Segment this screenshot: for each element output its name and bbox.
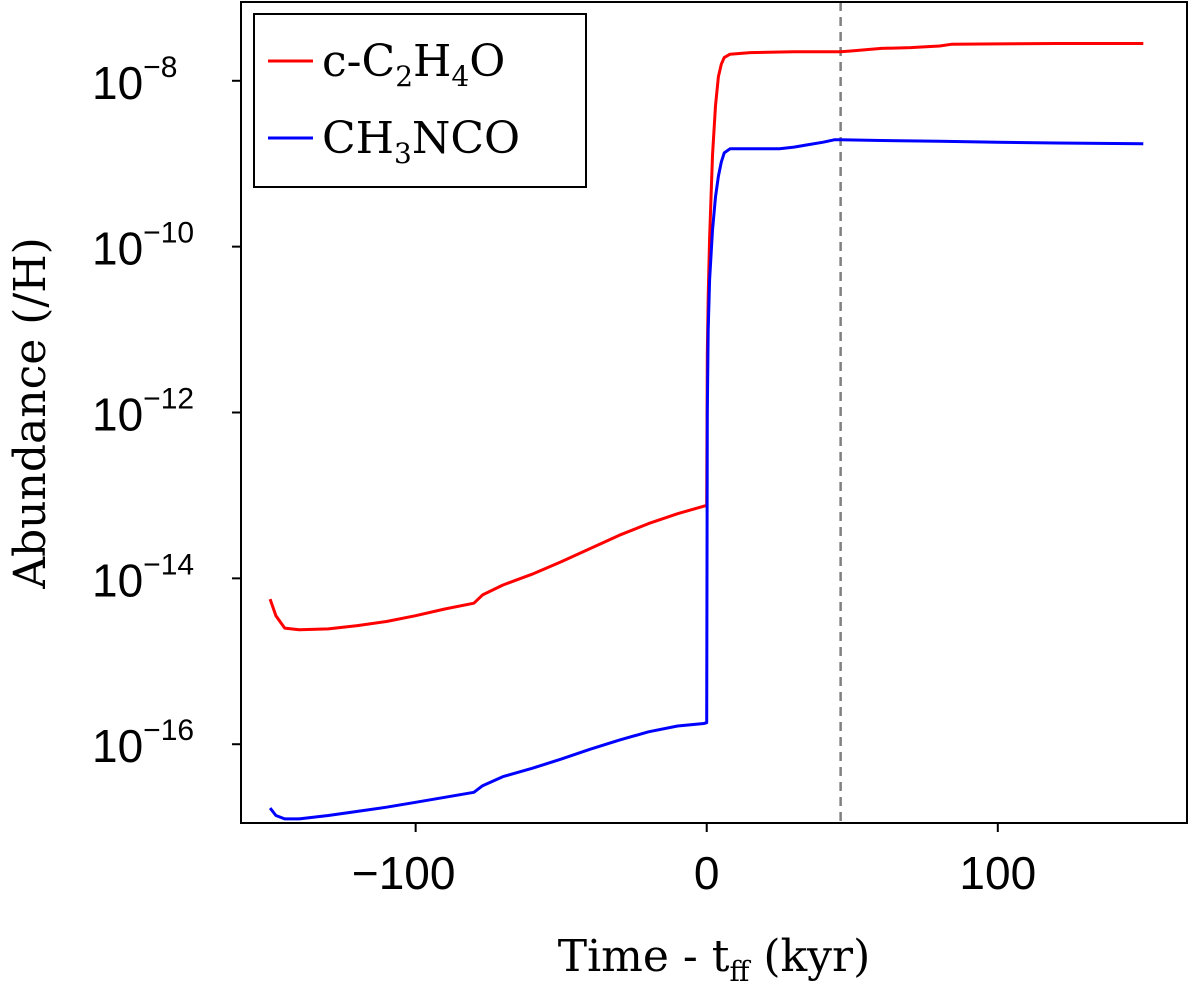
x-tick-label: 0 <box>694 847 720 899</box>
legend: c-C2H4O CH3NCO <box>253 13 587 188</box>
plot-lines <box>268 2 1144 823</box>
x-tick-label: 100 <box>959 847 1036 899</box>
plot-frame <box>240 1 1188 824</box>
y-tick-label: 10−10 <box>92 217 194 275</box>
x-axis: −100 0 100 <box>352 823 1036 899</box>
legend-label-ch3nco: CH3NCO <box>322 113 520 170</box>
y-tick-label: 10−8 <box>92 51 177 109</box>
legend-box <box>253 13 587 188</box>
x-tick-label: −100 <box>352 847 456 899</box>
legend-label-c-c2h4o: c-C2H4O <box>322 36 505 93</box>
y-tick-label: 10−16 <box>92 714 194 772</box>
x-axis-label: Time - tff (kyr) <box>558 931 870 988</box>
y-axis: 10−8 10−10 10−12 10−14 10−16 <box>92 51 241 772</box>
series-line-ch3nco <box>268 138 1144 821</box>
y-tick-label: 10−12 <box>92 383 194 441</box>
y-tick-label: 10−14 <box>92 548 194 606</box>
y-axis-label: Abundance (/H) <box>5 237 56 590</box>
